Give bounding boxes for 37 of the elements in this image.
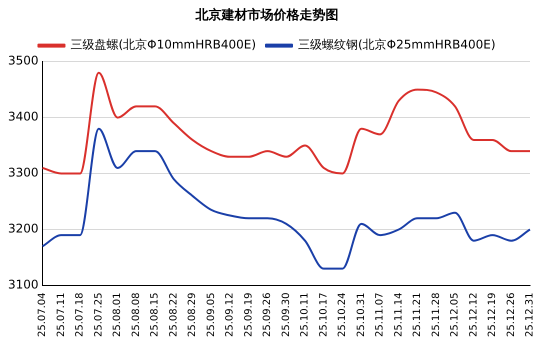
- x-tick-label: 25.12.05: [450, 292, 461, 337]
- x-tick-label: 25.08.29: [187, 292, 198, 337]
- x-tick-label: 25.09.05: [206, 292, 217, 337]
- x-tick-label: 25.12.31: [524, 292, 536, 337]
- x-tick-label: 25.10.31: [356, 292, 367, 337]
- x-tick-label: 25.10.24: [337, 292, 348, 337]
- x-tick-label: 25.12.19: [487, 292, 498, 337]
- legend-label: 三级螺纹钢(北京Φ25mmHRB400E): [298, 38, 496, 52]
- x-tick-label: 25.12.26: [506, 292, 517, 337]
- x-tick-label: 25.08.22: [168, 292, 180, 337]
- y-tick-label: 3400: [8, 110, 39, 124]
- x-tick-label: 25.07.04: [37, 292, 48, 337]
- x-tick-label: 25.11.14: [393, 292, 404, 337]
- x-tick-label: 25.08.08: [130, 292, 142, 337]
- x-tick-label: 25.09.19: [243, 292, 254, 337]
- x-tick-label: 25.11.21: [412, 292, 424, 337]
- x-tick-label: 25.08.01: [112, 292, 124, 337]
- x-tick-label: 25.10.11: [300, 292, 311, 337]
- line-series: [42, 128, 531, 270]
- x-tick-label: 25.12.12: [468, 292, 480, 337]
- x-tick-label: 25.09.30: [280, 292, 292, 337]
- x-tick-label: 25.09.26: [262, 292, 274, 337]
- chart-title: 北京建材市场价格走势图: [194, 7, 338, 24]
- y-tick-label: 3300: [8, 166, 39, 180]
- x-tick-label: 25.07.18: [74, 292, 86, 337]
- line-series: [42, 72, 531, 175]
- y-tick-label: 3100: [8, 278, 39, 292]
- x-tick-label: 25.07.11: [56, 292, 67, 337]
- legend-label: 三级盘螺(北京Φ10mmHRB400E): [70, 38, 256, 52]
- x-tick-label: 25.11.28: [430, 292, 442, 337]
- x-tick-label: 25.09.12: [224, 292, 236, 337]
- y-tick-label: 3500: [8, 54, 39, 68]
- x-tick-label: 25.11.07: [374, 292, 386, 337]
- x-tick-label: 25.07.25: [93, 292, 104, 337]
- x-tick-label: 25.10.17: [318, 292, 330, 337]
- y-tick-label: 3200: [8, 222, 39, 236]
- x-tick-label: 25.08.15: [150, 292, 161, 337]
